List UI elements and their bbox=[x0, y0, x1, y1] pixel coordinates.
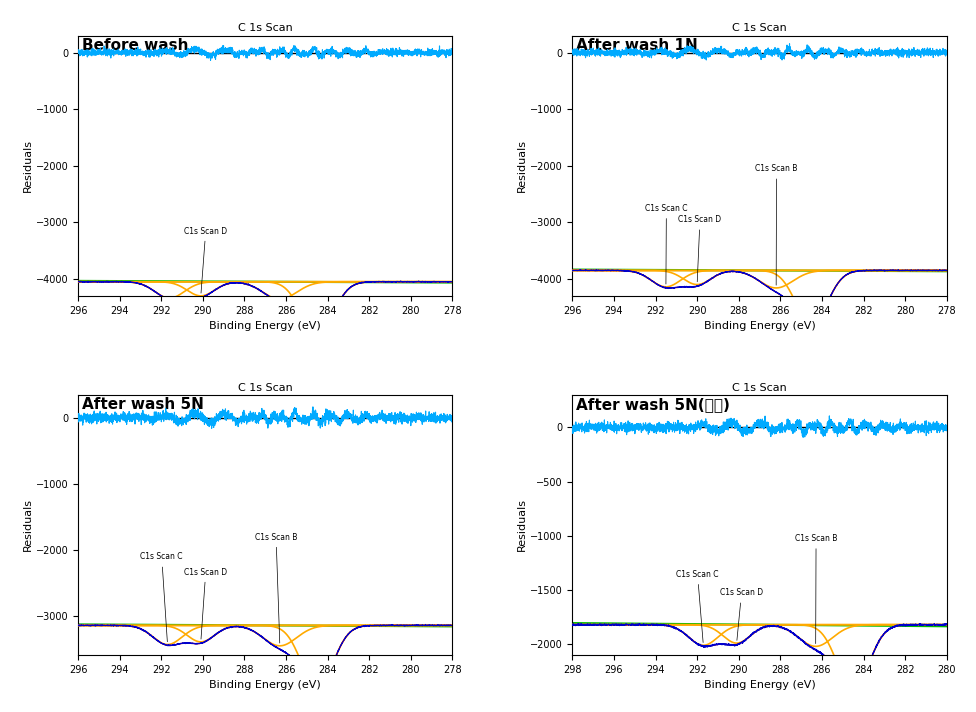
Text: C1s Scan B: C1s Scan B bbox=[755, 164, 797, 286]
Text: C1s Scan D: C1s Scan D bbox=[720, 588, 763, 640]
Text: C1s Scan C: C1s Scan C bbox=[676, 570, 718, 642]
X-axis label: Binding Energy (eV): Binding Energy (eV) bbox=[210, 681, 321, 691]
Y-axis label: Residuals: Residuals bbox=[22, 498, 33, 551]
Title: C 1s Scan: C 1s Scan bbox=[732, 382, 787, 392]
Text: C1s Scan C: C1s Scan C bbox=[141, 553, 183, 642]
Text: After wash 5N: After wash 5N bbox=[82, 397, 204, 412]
Title: C 1s Scan: C 1s Scan bbox=[732, 23, 787, 33]
Text: C1s Scan D: C1s Scan D bbox=[184, 567, 227, 639]
Text: C1s Scan A: C1s Scan A bbox=[0, 711, 1, 712]
Y-axis label: Residuals: Residuals bbox=[517, 498, 527, 551]
Y-axis label: Residuals: Residuals bbox=[22, 140, 33, 192]
Text: C1s Scan A: C1s Scan A bbox=[0, 711, 1, 712]
Y-axis label: Residuals: Residuals bbox=[517, 140, 527, 192]
X-axis label: Binding Energy (eV): Binding Energy (eV) bbox=[704, 681, 815, 691]
Text: C1s Scan B: C1s Scan B bbox=[0, 711, 1, 712]
Text: C1s Scan A: C1s Scan A bbox=[0, 711, 1, 712]
Text: Before wash: Before wash bbox=[82, 38, 188, 53]
Text: C1s Scan C: C1s Scan C bbox=[0, 711, 1, 712]
Title: C 1s Scan: C 1s Scan bbox=[238, 23, 293, 33]
Text: After wash 1N: After wash 1N bbox=[576, 38, 698, 53]
Title: C 1s Scan: C 1s Scan bbox=[238, 382, 293, 392]
Text: C1s Scan B: C1s Scan B bbox=[255, 533, 298, 643]
Text: C1s Scan C: C1s Scan C bbox=[645, 204, 688, 284]
Text: C1s Scan D: C1s Scan D bbox=[184, 226, 227, 293]
Text: C1s Scan B: C1s Scan B bbox=[794, 534, 837, 644]
Text: After wash 5N(세제): After wash 5N(세제) bbox=[576, 397, 730, 412]
X-axis label: Binding Energy (eV): Binding Energy (eV) bbox=[210, 321, 321, 331]
Text: C1s Scan D: C1s Scan D bbox=[678, 215, 721, 282]
X-axis label: Binding Energy (eV): Binding Energy (eV) bbox=[704, 321, 815, 331]
Text: C1s Scan A: C1s Scan A bbox=[0, 711, 1, 712]
